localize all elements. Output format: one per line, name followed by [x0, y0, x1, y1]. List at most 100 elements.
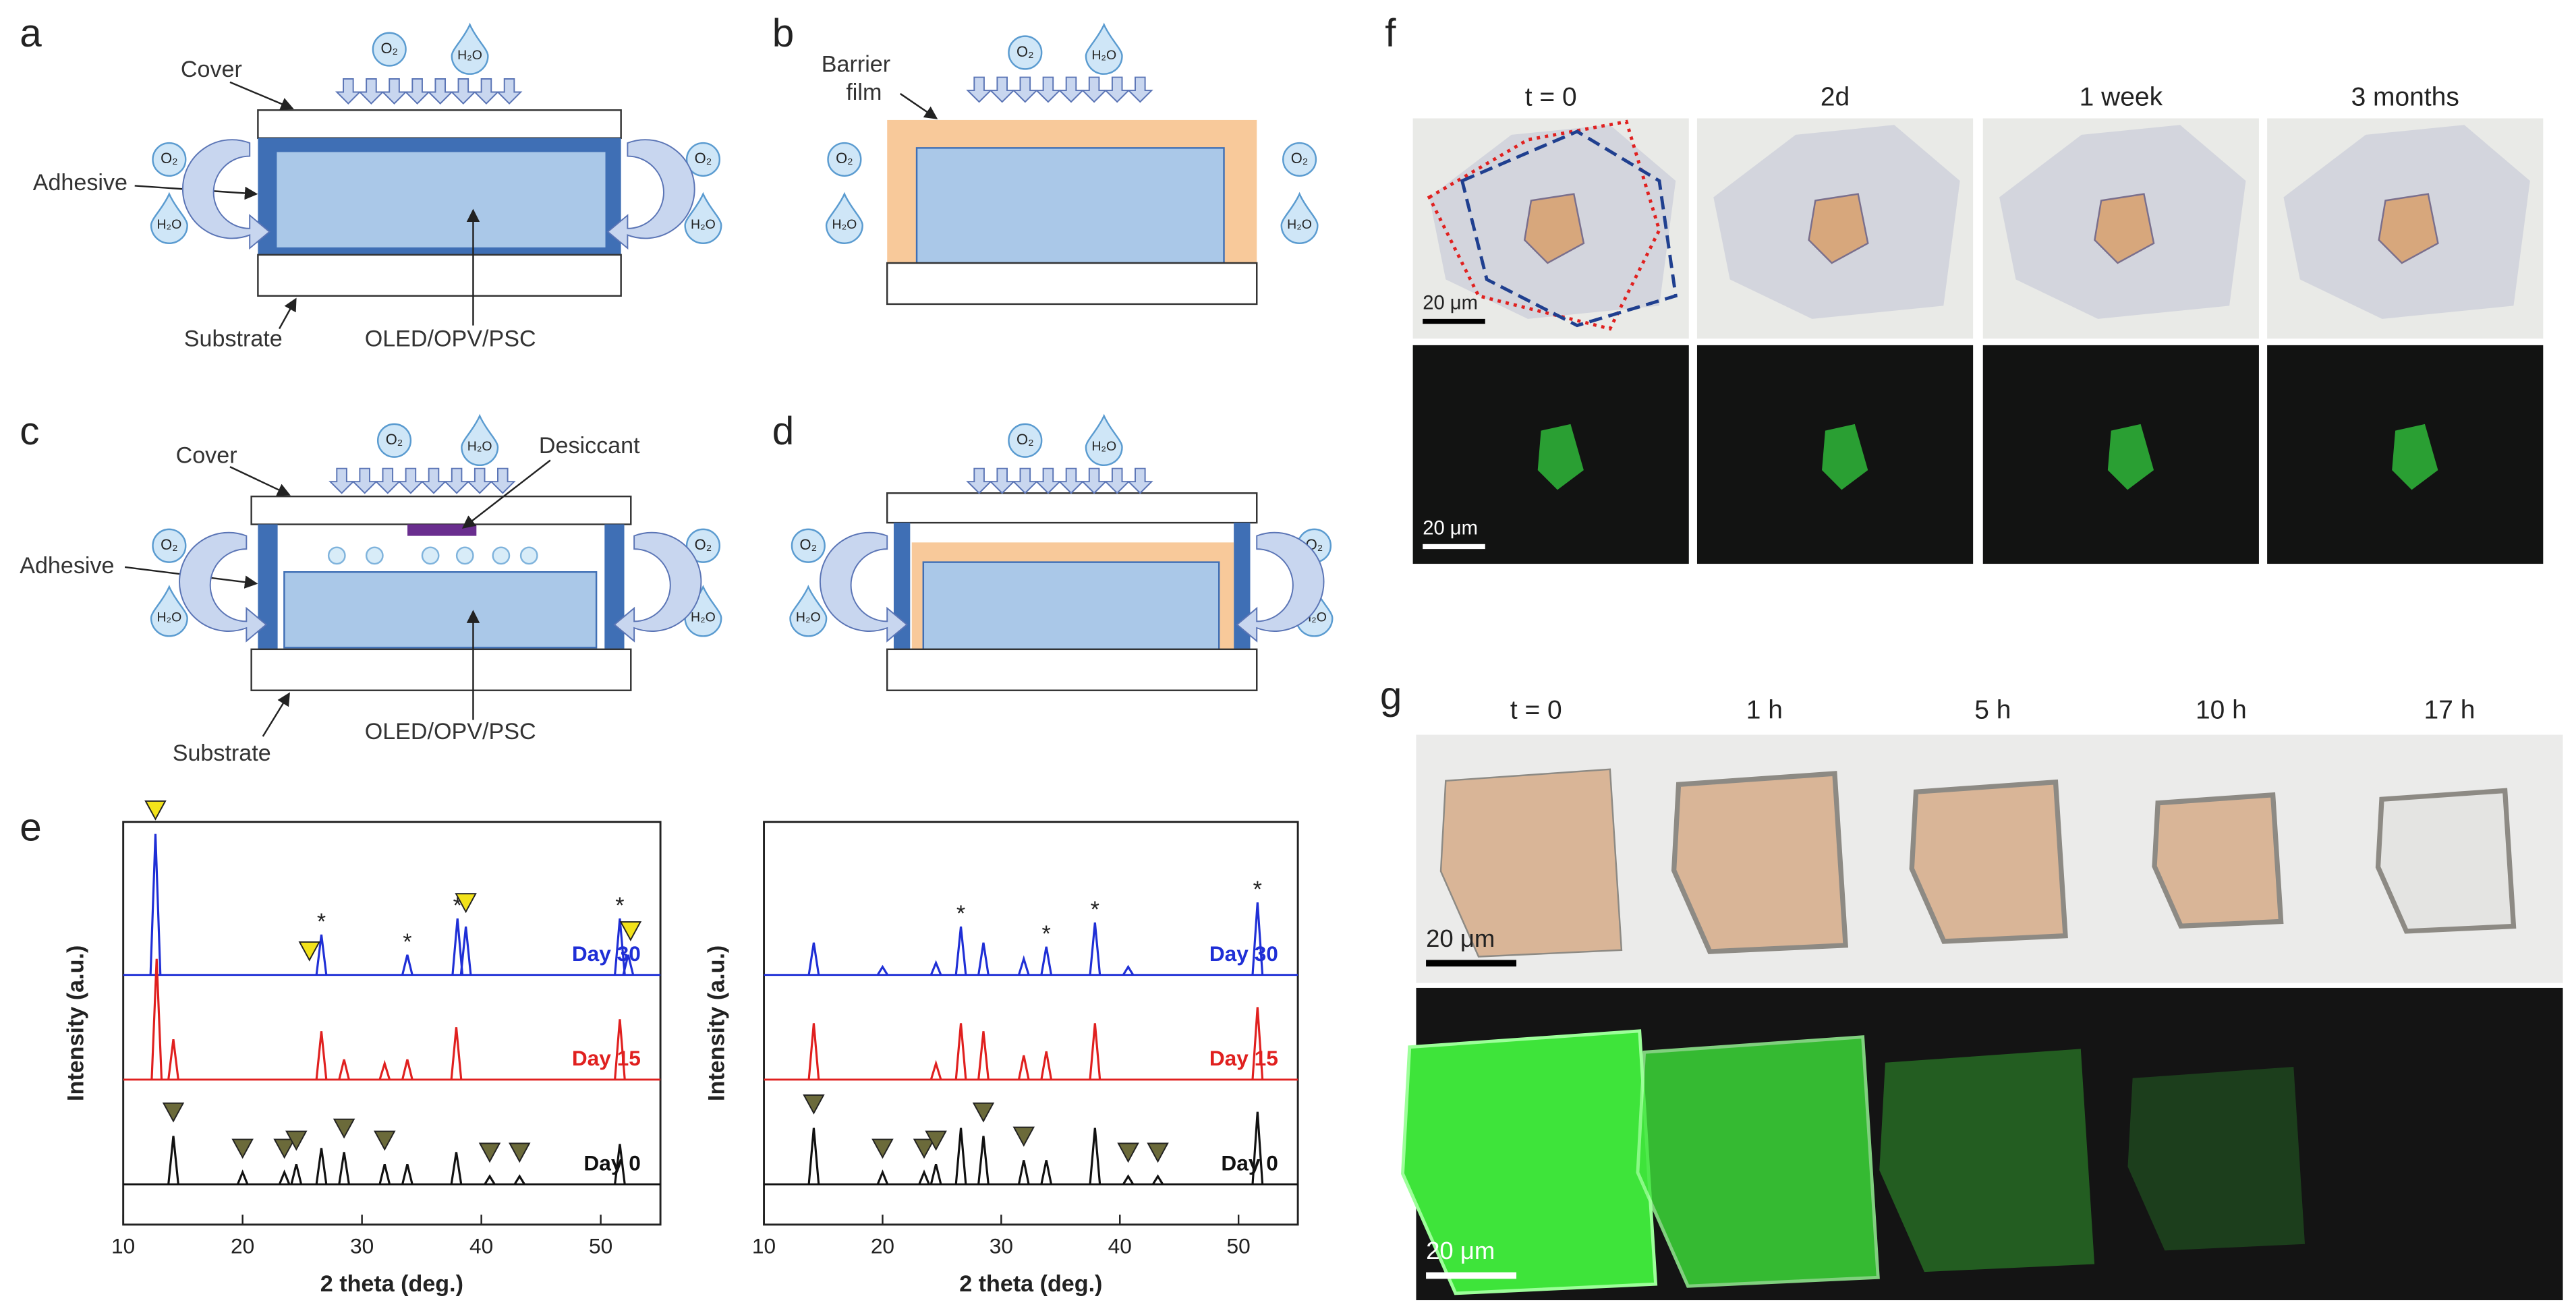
- peak: [451, 918, 464, 975]
- column-header: 1 week: [2080, 83, 2163, 112]
- flake: [1909, 779, 2068, 944]
- down-arrow: [381, 78, 407, 105]
- substrate: [250, 648, 632, 691]
- flake: [1523, 193, 1585, 264]
- peak-star: *: [317, 909, 326, 935]
- peak: [149, 834, 162, 975]
- oxygen-text: O₂: [1017, 431, 1034, 448]
- oxygen-text: O₂: [161, 150, 178, 167]
- peak-star: *: [403, 929, 411, 955]
- oxygen-icon: [376, 423, 412, 458]
- oxygen-icon: [1008, 423, 1043, 458]
- water-text: H₂O: [832, 217, 857, 232]
- peak: [614, 918, 626, 975]
- leader: [262, 692, 290, 737]
- cover: [886, 492, 1258, 524]
- peak: [1017, 1055, 1030, 1080]
- cover-label: Cover: [176, 443, 237, 469]
- peak: [338, 1059, 350, 1080]
- y-axis-label: Intensity (a.u.): [63, 945, 88, 1101]
- peak-triangle: [509, 1142, 531, 1163]
- down-arrow: [358, 78, 384, 105]
- peak-triangle: [144, 800, 167, 821]
- water-icon: [150, 585, 188, 637]
- water-text: H₂O: [156, 217, 181, 232]
- peak: [1122, 964, 1135, 976]
- water-icon: [684, 192, 722, 244]
- peak: [459, 926, 472, 975]
- peak-triangle: [231, 1138, 254, 1159]
- peak-triangle: [298, 941, 321, 962]
- series-label: Day 30: [572, 941, 641, 966]
- down-arrow: [335, 78, 362, 105]
- oxygen-text: O₂: [380, 40, 398, 57]
- column-header: t = 0: [1525, 83, 1577, 112]
- peak-star: *: [1253, 877, 1262, 902]
- adhesive-label: Adhesive: [20, 553, 114, 579]
- green-flake: [2392, 423, 2438, 490]
- down-arrow: [1058, 76, 1085, 103]
- peak: [977, 1031, 990, 1080]
- adhesive-label: Adhesive: [33, 170, 127, 196]
- peak-triangle: [803, 1094, 825, 1115]
- peak-triangle: [925, 1130, 947, 1151]
- device: [922, 561, 1220, 651]
- peak: [807, 1023, 820, 1080]
- peak: [236, 1169, 249, 1185]
- green-flake: [1636, 1035, 1880, 1288]
- down-arrow: [420, 467, 447, 494]
- peak: [929, 1059, 942, 1080]
- scale-bar: [1423, 318, 1485, 324]
- peak: [929, 960, 942, 976]
- panel-label: a: [20, 11, 42, 55]
- peak: [167, 1136, 179, 1185]
- xrd-charts: 10 20 30 40 50 2 theta (deg.) Intensity (a.u.)…: [63, 800, 1299, 1297]
- green-flake: [1822, 423, 1868, 490]
- peak-triangle: [1117, 1142, 1139, 1163]
- scale-bar: [1423, 544, 1485, 550]
- peak: [1040, 946, 1053, 975]
- peak: [1040, 1160, 1053, 1185]
- panel-label: b: [772, 11, 795, 55]
- desiccant-particle: [492, 546, 511, 565]
- peak: [484, 1174, 496, 1186]
- scale-bar-label: 20 μm: [1426, 1237, 1495, 1264]
- side-arrow: [613, 531, 702, 643]
- water-icon: [451, 22, 489, 75]
- substrate: [257, 254, 622, 297]
- x-axis-label: 2 theta (deg.): [320, 1271, 463, 1297]
- peak: [450, 1027, 463, 1080]
- peak-triangle: [1147, 1142, 1169, 1163]
- peak-triangle: [285, 1130, 308, 1151]
- peak: [954, 1128, 967, 1185]
- water-text: H₂O: [1091, 48, 1116, 63]
- y-axis-label: Intensity (a.u.): [704, 945, 729, 1101]
- peak: [278, 1169, 291, 1185]
- flake: [1439, 768, 1623, 958]
- leader: [229, 466, 291, 496]
- oxygen-icon: [152, 142, 187, 177]
- leader: [229, 81, 294, 111]
- peak-triangle: [972, 1102, 995, 1123]
- scale-bar-label: 20 μm: [1423, 518, 1478, 539]
- peak: [918, 1169, 930, 1185]
- series-label: Day 15: [1209, 1046, 1278, 1070]
- down-arrow: [1081, 467, 1108, 494]
- flake: [2152, 792, 2284, 929]
- substrate: [886, 262, 1258, 305]
- peak: [977, 1136, 990, 1185]
- oxygen-icon: [685, 528, 721, 563]
- column-header: 1 h: [1746, 696, 1783, 725]
- device-label: OLED/OPV/PSC: [365, 719, 536, 744]
- series-label: Day 30: [1209, 941, 1278, 966]
- side-arrow: [1236, 531, 1325, 643]
- down-arrow: [1104, 467, 1130, 494]
- oxygen-text: O₂: [1291, 150, 1309, 167]
- down-arrow: [1058, 467, 1085, 494]
- down-arrow: [374, 467, 401, 494]
- peak: [1017, 955, 1030, 976]
- peak: [807, 942, 820, 975]
- down-arrow: [1104, 76, 1130, 103]
- device: [915, 147, 1225, 264]
- green-flake: [1537, 423, 1584, 490]
